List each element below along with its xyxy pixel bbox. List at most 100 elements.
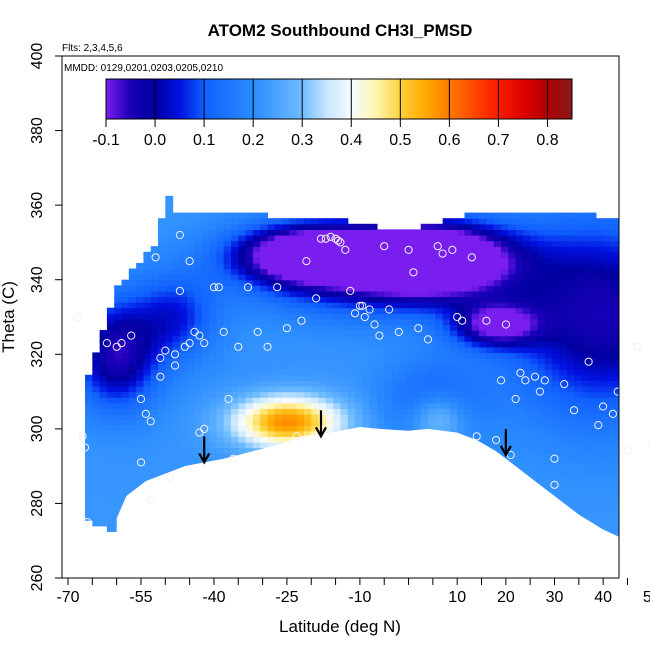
heatmap-cell	[413, 285, 422, 292]
heatmap-cell	[311, 369, 320, 376]
heatmap-cell	[238, 391, 247, 398]
heatmap-cell	[150, 341, 159, 348]
heatmap-cell	[143, 441, 152, 449]
heatmap-cell	[296, 397, 305, 404]
heatmap-cell	[106, 408, 115, 415]
heatmap-cell	[318, 346, 327, 354]
heatmap-cell	[632, 459, 640, 465]
heatmap-cell	[479, 296, 487, 303]
heatmap-cell	[632, 336, 640, 342]
heatmap-cell	[610, 374, 619, 381]
heatmap-cell	[384, 369, 393, 376]
heatmap-cell	[201, 352, 210, 359]
heatmap-cell	[449, 330, 458, 337]
heatmap-cell	[464, 218, 473, 225]
heatmap-cell	[333, 307, 342, 314]
heatmap-cell	[479, 363, 487, 370]
heatmap-cell	[128, 380, 137, 387]
heatmap-cell	[274, 341, 283, 348]
heatmap-cell	[522, 218, 531, 225]
heatmap-cell	[238, 324, 247, 331]
heatmap-cell	[165, 341, 174, 348]
heatmap-cell	[238, 419, 247, 426]
heatmap-cell	[128, 402, 137, 409]
heatmap-cell	[406, 262, 415, 270]
heatmap-cell	[201, 262, 210, 270]
heatmap-cell	[610, 358, 619, 365]
heatmap-cell	[588, 441, 597, 449]
heatmap-cell	[573, 335, 582, 342]
heatmap-cell	[230, 296, 239, 303]
heatmap-cell	[479, 246, 487, 253]
heatmap-cell	[617, 335, 619, 342]
heatmap-cell	[413, 413, 422, 421]
heatmap-cell	[252, 352, 261, 359]
heatmap-cell	[625, 459, 633, 465]
heatmap-cell	[85, 397, 93, 404]
heatmap-cell	[143, 341, 152, 348]
heatmap-cell	[201, 430, 210, 437]
heatmap-cell	[85, 509, 93, 516]
heatmap-cell	[625, 352, 633, 358]
heatmap-cell	[603, 408, 612, 415]
heatmap-cell	[581, 453, 590, 460]
heatmap-cell	[238, 374, 247, 381]
heatmap-cell	[610, 279, 619, 286]
heatmap-cell	[617, 525, 619, 532]
heatmap-cell	[143, 285, 152, 292]
heatmap-cell	[457, 346, 466, 354]
heatmap-cell	[318, 246, 327, 253]
heatmap-cell	[252, 240, 261, 247]
heatmap-cell	[573, 436, 582, 443]
heatmap-cell	[172, 318, 181, 326]
heatmap-cell	[355, 380, 363, 387]
heatmap-cell	[121, 430, 130, 437]
heatmap-cell	[493, 318, 502, 326]
heatmap-cell	[296, 430, 305, 437]
heatmap-cell	[355, 318, 363, 326]
heatmap-cell	[537, 397, 546, 404]
heatmap-cell	[632, 313, 640, 319]
heatmap-cell	[289, 341, 298, 348]
heatmap-cell	[274, 352, 283, 359]
heatmap-cell	[493, 257, 502, 264]
heatmap-cell	[347, 335, 356, 342]
heatmap-cell	[201, 246, 210, 253]
heatmap-cell	[252, 257, 261, 264]
heatmap-cell	[282, 419, 290, 426]
heatmap-cell	[413, 257, 422, 264]
heatmap-cell	[325, 296, 334, 303]
heatmap-cell	[106, 324, 115, 331]
heatmap-cell	[559, 492, 568, 499]
heatmap-cell	[223, 274, 232, 281]
heatmap-cell	[376, 279, 385, 286]
heatmap-cell	[311, 223, 320, 230]
heatmap-cell	[179, 369, 188, 376]
heatmap-cell	[150, 363, 159, 370]
heatmap-cell	[158, 425, 166, 432]
heatmap-cell	[303, 391, 312, 398]
heatmap-cell	[573, 374, 582, 381]
heatmap-cell	[625, 403, 633, 409]
heatmap-cell	[209, 374, 217, 381]
heatmap-cell	[172, 441, 181, 449]
heatmap-cell	[515, 436, 524, 443]
heatmap-cell	[376, 318, 385, 326]
heatmap-cell	[640, 515, 648, 521]
heatmap-cell	[479, 436, 487, 443]
heatmap-cell	[333, 380, 342, 387]
heatmap-cell	[581, 346, 590, 354]
heatmap-cell	[230, 212, 239, 219]
heatmap-cell	[500, 391, 509, 398]
heatmap-cell	[333, 290, 342, 298]
heatmap-cell	[464, 234, 473, 242]
heatmap-cell	[515, 369, 524, 376]
heatmap-cell	[303, 385, 312, 393]
heatmap-cell	[420, 251, 429, 258]
heatmap-cell	[508, 318, 517, 326]
heatmap-cell	[573, 430, 582, 437]
heatmap-cell	[530, 391, 539, 398]
heatmap-cell	[158, 397, 166, 404]
heatmap-cell	[355, 262, 363, 270]
heatmap-cell	[537, 223, 546, 230]
